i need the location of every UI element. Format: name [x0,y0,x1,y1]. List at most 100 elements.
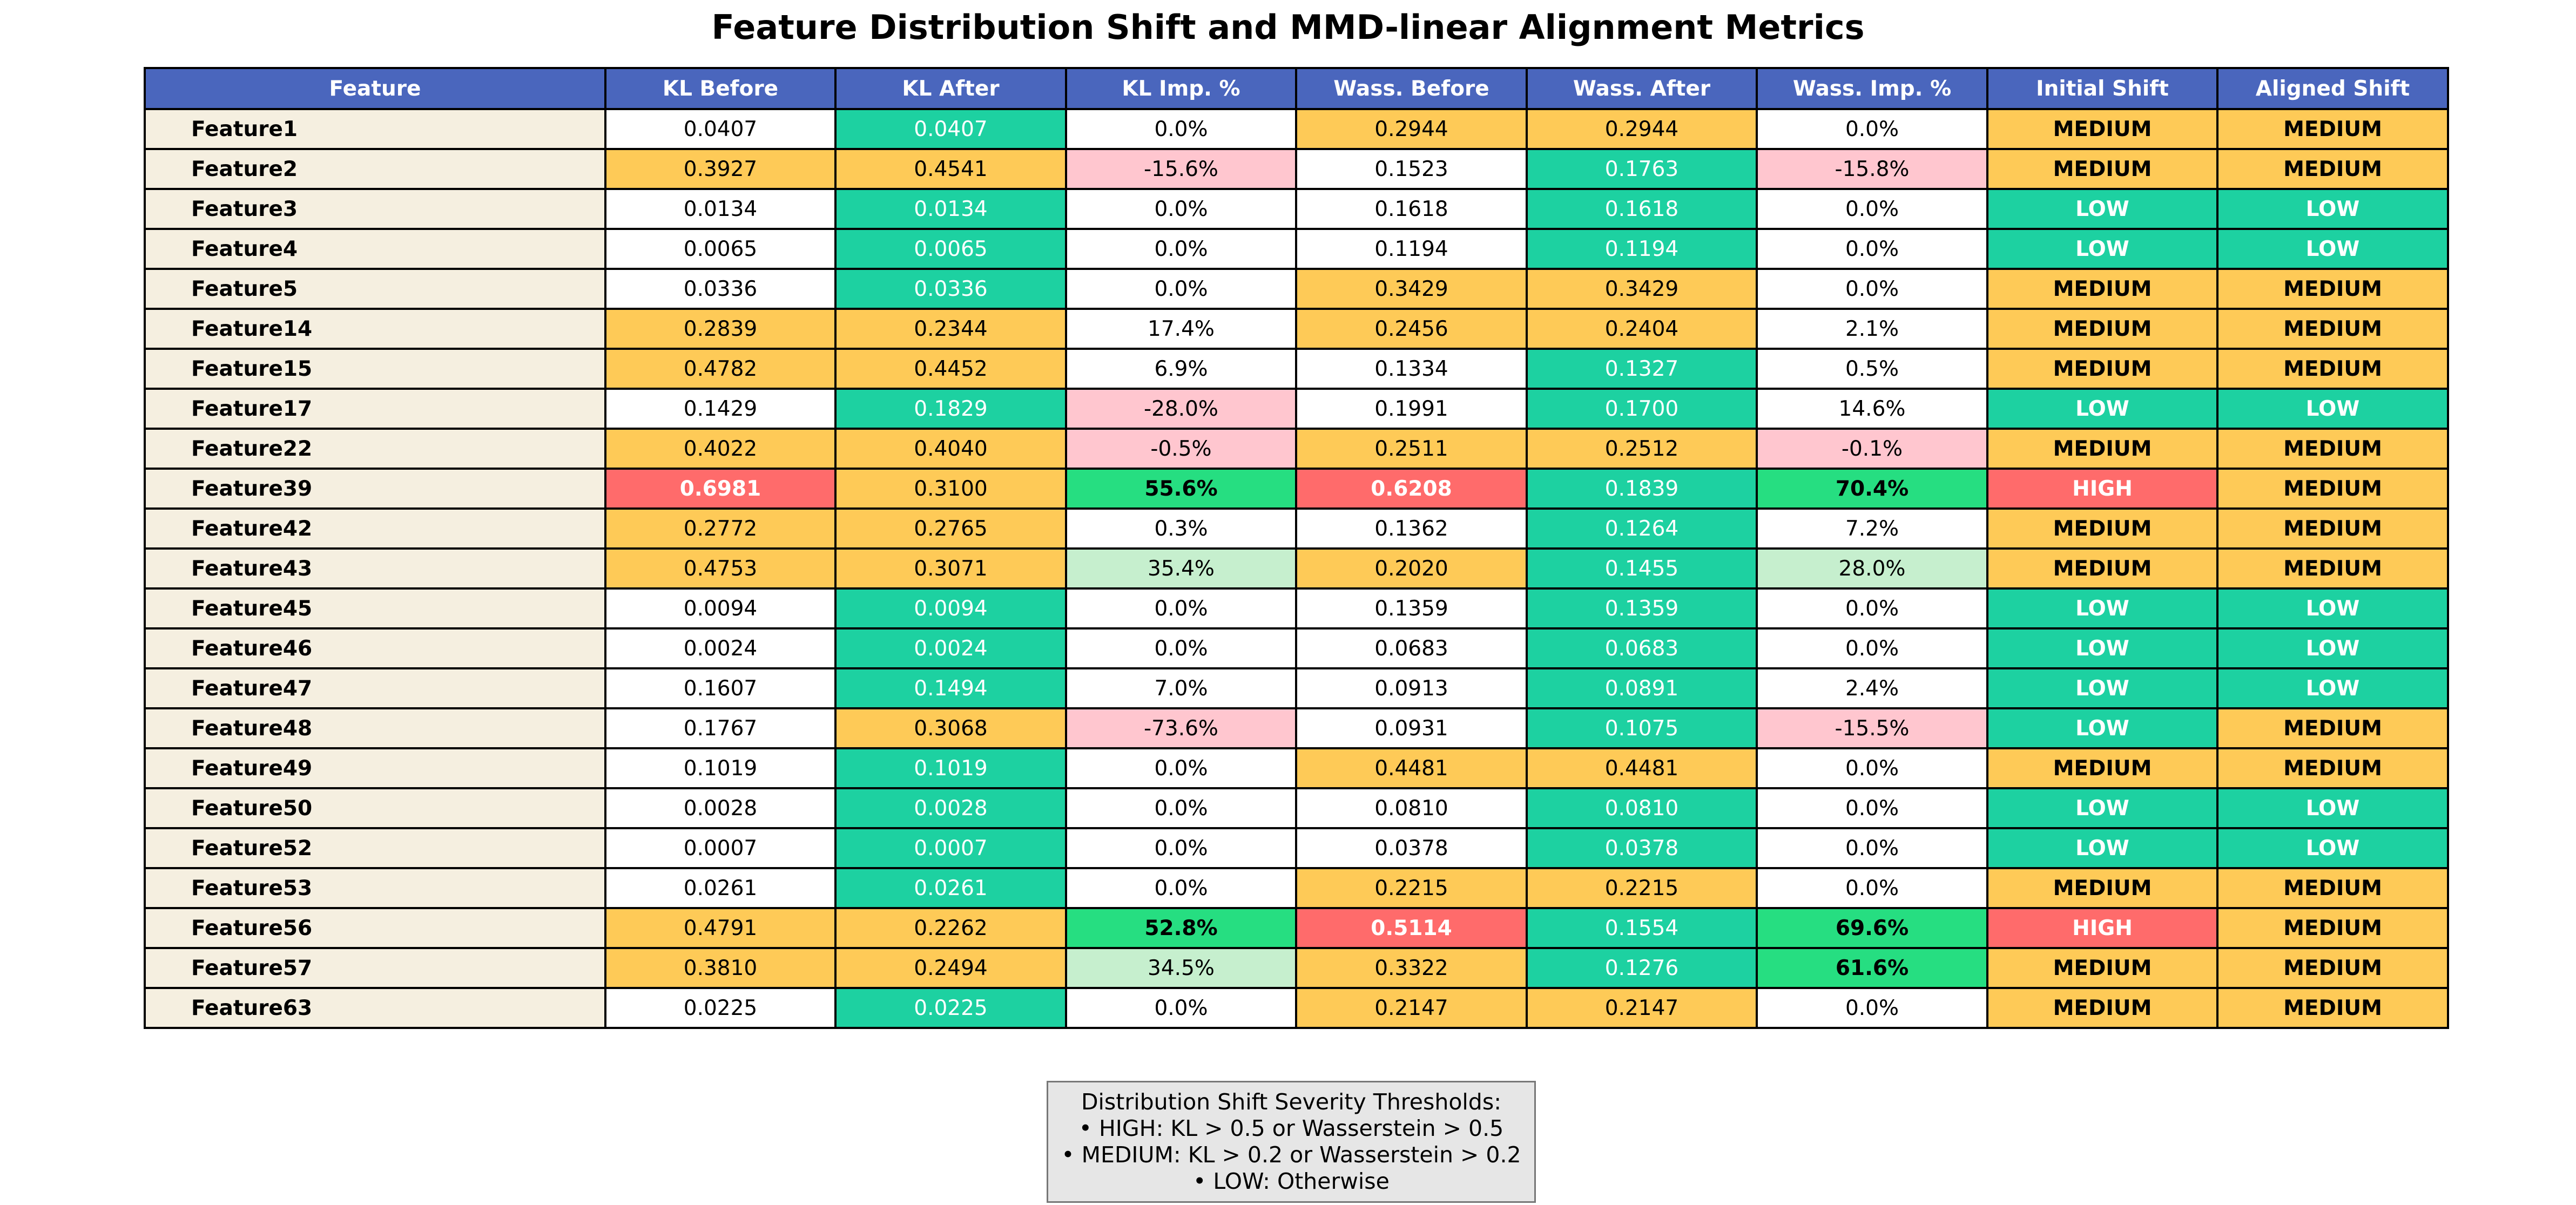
kl-after-cell: 0.0024 [834,627,1067,669]
aligned-shift-cell: MEDIUM [2216,547,2449,590]
kl-after-cell: 0.0225 [834,987,1067,1029]
feature-cell: Feature3 [144,188,606,230]
initial-shift-cell: LOW [1986,188,2218,230]
kl-after-cell: 0.0007 [834,827,1067,869]
wass-after-cell: 0.3429 [1526,268,1758,310]
table-row: Feature39 0.6981 0.3100 55.6% 0.6208 0.1839 70… [144,468,2449,510]
kl-imp-cell: 6.9% [1065,348,1297,390]
feature-cell: Feature15 [144,348,606,390]
kl-imp-cell: 34.5% [1065,947,1297,989]
table-body: Feature1 0.0407 0.0407 0.0% 0.2944 0.2944 0.0%… [144,108,2449,1029]
wass-before-cell: 0.1618 [1295,188,1528,230]
feature-cell: Feature49 [144,747,606,789]
kl-after-cell: 0.0028 [834,787,1067,829]
table-row: Feature50 0.0028 0.0028 0.0% 0.0810 0.0810 0.0… [144,787,2449,829]
kl-after-cell: 0.4452 [834,348,1067,390]
wass-imp-cell: 0.0% [1756,827,1988,869]
wass-after-cell: 0.1700 [1526,388,1758,430]
kl-imp-cell: 7.0% [1065,667,1297,709]
kl-imp-cell: -28.0% [1065,388,1297,430]
wass-after-cell: 0.1618 [1526,188,1758,230]
wass-after-cell: 0.1763 [1526,148,1758,190]
feature-cell: Feature52 [144,827,606,869]
feature-cell: Feature14 [144,308,606,350]
wass-before-cell: 0.2944 [1295,108,1528,150]
wass-before-cell: 0.0683 [1295,627,1528,669]
kl-imp-cell: 0.0% [1065,987,1297,1029]
initial-shift-cell: MEDIUM [1986,987,2218,1029]
kl-before-cell: 0.0065 [604,228,837,270]
table-row: Feature4 0.0065 0.0065 0.0% 0.1194 0.1194 0.0%… [144,228,2449,270]
kl-imp-cell: 0.0% [1065,108,1297,150]
wass-after-cell: 0.2215 [1526,867,1758,909]
feature-cell: Feature63 [144,987,606,1029]
aligned-shift-cell: MEDIUM [2216,348,2449,390]
wass-after-cell: 0.1276 [1526,947,1758,989]
initial-shift-cell: MEDIUM [1986,268,2218,310]
legend-title: Distribution Shift Severity Thresholds: [1081,1089,1502,1115]
wass-after-cell: 0.0891 [1526,667,1758,709]
kl-after-cell: 0.2765 [834,507,1067,550]
wass-imp-cell: 2.1% [1756,308,1988,350]
wass-after-cell: 0.1455 [1526,547,1758,590]
kl-before-cell: 0.0028 [604,787,837,829]
initial-shift-cell: LOW [1986,228,2218,270]
aligned-shift-cell: LOW [2216,228,2449,270]
kl-before-cell: 0.3927 [604,148,837,190]
column-header: KL Before [604,67,837,110]
kl-after-cell: 0.2494 [834,947,1067,989]
table-row: Feature2 0.3927 0.4541 -15.6% 0.1523 0.1763 -1… [144,148,2449,190]
wass-before-cell: 0.1362 [1295,507,1528,550]
initial-shift-cell: MEDIUM [1986,308,2218,350]
feature-cell: Feature1 [144,108,606,150]
table-row: Feature53 0.0261 0.0261 0.0% 0.2215 0.2215 0.0… [144,867,2449,909]
wass-imp-cell: 0.0% [1756,188,1988,230]
kl-before-cell: 0.0336 [604,268,837,310]
kl-before-cell: 0.3810 [604,947,837,989]
table-row: Feature17 0.1429 0.1829 -28.0% 0.1991 0.1700 1… [144,388,2449,430]
feature-cell: Feature2 [144,148,606,190]
aligned-shift-cell: MEDIUM [2216,947,2449,989]
initial-shift-cell: MEDIUM [1986,428,2218,470]
aligned-shift-cell: MEDIUM [2216,428,2449,470]
kl-after-cell: 0.2262 [834,907,1067,949]
kl-after-cell: 0.0407 [834,108,1067,150]
wass-imp-cell: -15.5% [1756,707,1988,749]
kl-after-cell: 0.0094 [834,587,1067,629]
table-row: Feature48 0.1767 0.3068 -73.6% 0.0931 0.1075-… [144,707,2449,749]
kl-imp-cell: 0.0% [1065,827,1297,869]
aligned-shift-cell: LOW [2216,627,2449,669]
column-header: KL Imp. % [1065,67,1297,110]
table-row: Feature3 0.0134 0.0134 0.0% 0.1618 0.1618 0.0%… [144,188,2449,230]
kl-before-cell: 0.1429 [604,388,837,430]
kl-imp-cell: 0.0% [1065,188,1297,230]
aligned-shift-cell: LOW [2216,587,2449,629]
wass-imp-cell: 0.0% [1756,627,1988,669]
feature-cell: Feature57 [144,947,606,989]
initial-shift-cell: LOW [1986,587,2218,629]
initial-shift-cell: LOW [1986,707,2218,749]
kl-before-cell: 0.4753 [604,547,837,590]
initial-shift-cell: MEDIUM [1986,108,2218,150]
wass-imp-cell: 2.4% [1756,667,1988,709]
aligned-shift-cell: LOW [2216,388,2449,430]
kl-before-cell: 0.1607 [604,667,837,709]
wass-after-cell: 0.2944 [1526,108,1758,150]
aligned-shift-cell: MEDIUM [2216,907,2449,949]
wass-imp-cell: 0.0% [1756,867,1988,909]
wass-imp-cell: -0.1% [1756,428,1988,470]
wass-before-cell: 0.1359 [1295,587,1528,629]
wass-before-cell: 0.3429 [1295,268,1528,310]
table-row: Feature22 0.4022 0.4040 -0.5% 0.2511 0.2512 -0… [144,428,2449,470]
feature-cell: Feature46 [144,627,606,669]
wass-imp-cell: 70.4% [1756,468,1988,510]
table-row: Feature47 0.1607 0.1494 7.0% 0.0913 0.0891 2.4… [144,667,2449,709]
wass-before-cell: 0.1194 [1295,228,1528,270]
kl-before-cell: 0.0094 [604,587,837,629]
kl-before-cell: 0.4782 [604,348,837,390]
wass-imp-cell: 0.0% [1756,747,1988,789]
aligned-shift-cell: LOW [2216,787,2449,829]
aligned-shift-cell: MEDIUM [2216,867,2449,909]
kl-after-cell: 0.1494 [834,667,1067,709]
wass-imp-cell: 0.0% [1756,108,1988,150]
